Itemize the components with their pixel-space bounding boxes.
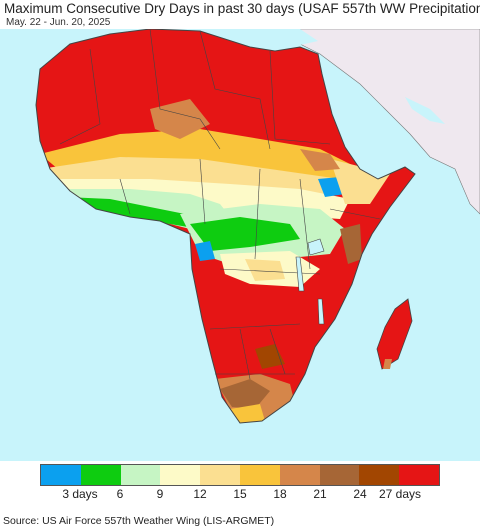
legend-swatch <box>160 465 201 485</box>
legend-swatch <box>359 465 400 485</box>
country-borders <box>59 29 381 380</box>
legend-swatch <box>41 465 81 485</box>
legend-swatch <box>239 465 280 485</box>
legend-swatch <box>120 465 161 485</box>
persian-gulf <box>405 97 445 124</box>
legend-swatch <box>279 465 320 485</box>
map-title: Maximum Consecutive Dry Days in past 30 … <box>4 1 480 16</box>
lake-victoria <box>307 238 325 256</box>
legend-label: 24 <box>353 487 367 501</box>
legend-labels: 3 days 6 9 12 15 18 21 24 27 days <box>0 487 480 503</box>
legend-swatch <box>80 465 121 485</box>
lake-tanganyika <box>295 256 305 292</box>
legend-label: 27 days <box>378 487 422 501</box>
color-legend <box>40 464 440 488</box>
mediterranean <box>0 29 318 67</box>
legend-swatches <box>40 464 440 486</box>
lake-malawi <box>317 298 325 325</box>
red-sea <box>330 79 380 167</box>
legend-label: 9 <box>156 487 164 501</box>
legend-label: 3 days <box>62 487 98 501</box>
date-range: May. 22 - Jun. 20, 2025 <box>6 17 111 28</box>
legend-swatch <box>319 465 360 485</box>
legend-label: 21 <box>313 487 327 501</box>
source-credit: Source: US Air Force 557th Weather Wing … <box>3 515 275 527</box>
legend-label: 12 <box>193 487 207 501</box>
legend-label: 18 <box>273 487 287 501</box>
legend-swatch <box>399 465 439 485</box>
precipitation-map <box>0 29 480 461</box>
legend-label: 6 <box>116 487 124 501</box>
legend-swatch <box>200 465 240 485</box>
legend-label: 15 <box>233 487 247 501</box>
dry-days-zones <box>40 99 390 423</box>
